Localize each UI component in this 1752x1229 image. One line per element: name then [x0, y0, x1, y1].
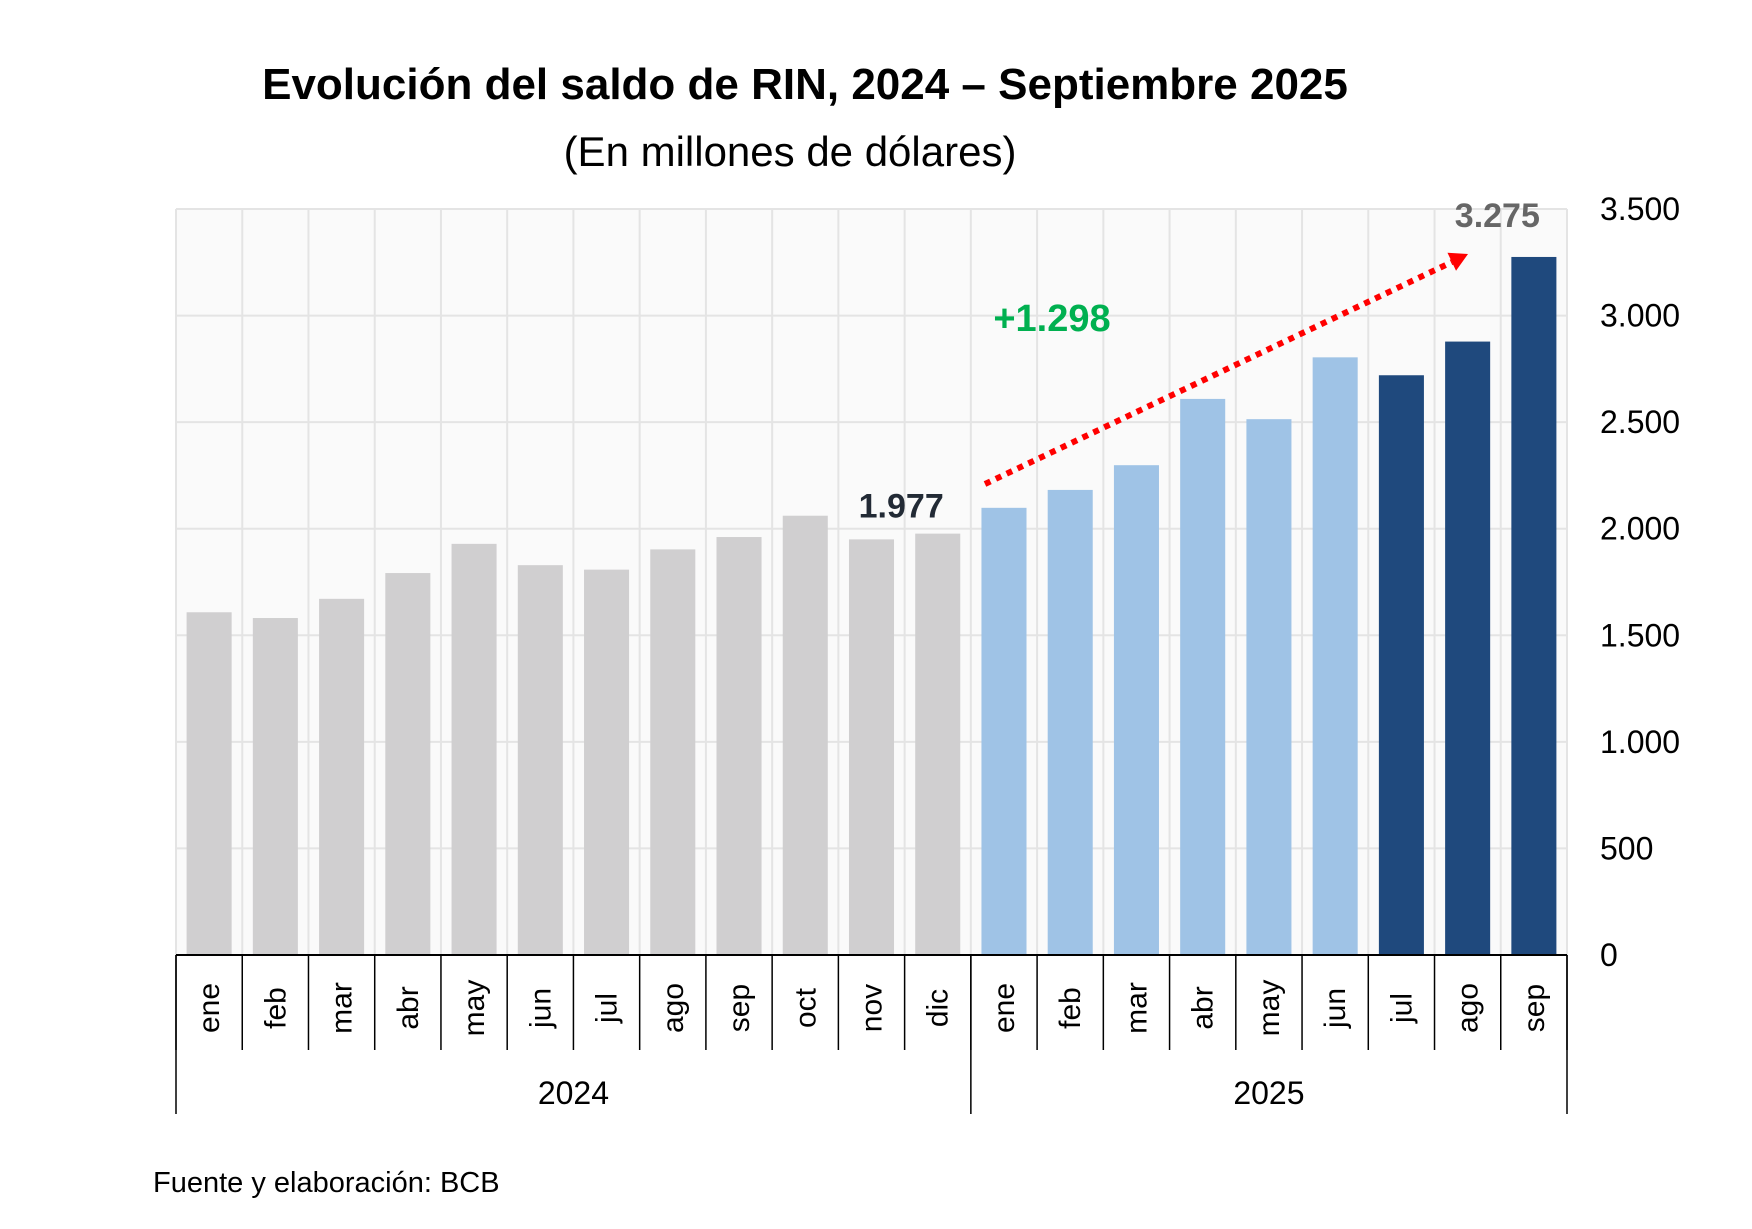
y-tick-label: 3.000 [1600, 298, 1680, 334]
x-tick-label: abr [392, 986, 425, 1029]
x-tick-label: ago [657, 983, 690, 1033]
bar-mar [1113, 465, 1159, 955]
bar-sep [716, 537, 762, 955]
x-tick-label: nov [856, 984, 889, 1032]
end-value-label: 3.275 [1455, 197, 1540, 235]
chart-title: Evolución del saldo de RIN, 2024 – Septi… [262, 60, 1348, 109]
y-tick-label: 0 [1600, 937, 1618, 973]
trend-arrow-line [983, 259, 1454, 487]
x-tick-label: oct [789, 987, 822, 1028]
x-tick-label: jun [524, 988, 557, 1029]
x-tick-label: sep [1518, 984, 1551, 1032]
x-tick-label: may [1253, 980, 1286, 1037]
bar-ene [981, 507, 1027, 955]
bar-feb [1047, 489, 1093, 955]
bar-dic [915, 533, 961, 955]
x-tick-label: abr [1187, 986, 1220, 1029]
y-tick-label: 2.500 [1600, 404, 1680, 440]
bar-jul [584, 569, 630, 955]
x-tick-label: may [458, 980, 491, 1037]
year-label-2025: 2025 [1233, 1075, 1304, 1111]
x-tick-label: mar [1120, 982, 1153, 1034]
bar-may [1246, 419, 1292, 956]
x-tick-label: ene [988, 983, 1021, 1033]
year-label-2024: 2024 [538, 1075, 609, 1111]
x-tick-label: jul [1385, 993, 1418, 1024]
bar-may [451, 543, 497, 955]
x-tick-label: mar [326, 982, 359, 1034]
x-tick-label: ago [1452, 983, 1485, 1033]
x-tick-label: feb [259, 987, 292, 1029]
bar-mar [319, 598, 365, 955]
bar-jun [1312, 357, 1358, 956]
bar-ene [186, 612, 232, 955]
x-tick-label: jun [1319, 988, 1352, 1029]
x-tick-label: dic [922, 989, 955, 1027]
start-value-label: 1.977 [859, 488, 944, 526]
y-tick-label: 1.000 [1600, 724, 1680, 760]
bar-feb [252, 618, 298, 955]
x-tick-label: feb [1054, 987, 1087, 1029]
change-label: +1.298 [993, 298, 1110, 340]
bar-jun [517, 565, 563, 955]
bar-abr [1180, 398, 1226, 955]
y-tick-label: 3.500 [1600, 191, 1680, 227]
bar-jul [1378, 375, 1424, 955]
bar-sep [1511, 256, 1557, 955]
bar-oct [782, 515, 828, 955]
bar-ago [650, 549, 696, 955]
x-tick-label: sep [723, 984, 756, 1032]
bar-nov [848, 539, 895, 955]
arrowhead-icon [1447, 252, 1468, 271]
y-tick-label: 500 [1600, 830, 1653, 866]
y-tick-label: 2.000 [1600, 511, 1680, 547]
x-tick-label: jul [591, 993, 624, 1024]
source-note: Fuente y elaboración: BCB [153, 1167, 500, 1199]
bar-abr [385, 573, 431, 955]
x-tick-label: ene [193, 983, 226, 1033]
y-tick-label: 1.500 [1600, 617, 1680, 653]
chart-subtitle: (En millones de dólares) [564, 128, 1017, 175]
bar-ago [1445, 341, 1491, 956]
